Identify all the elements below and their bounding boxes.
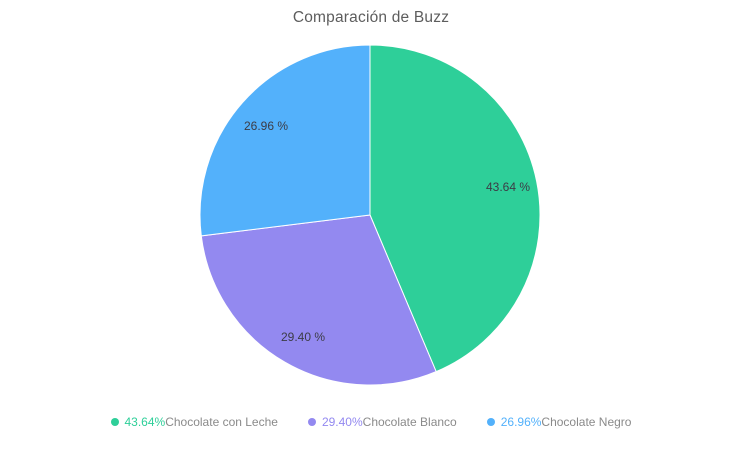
- legend-label: Chocolate con Leche: [165, 415, 278, 429]
- plot-area: sentione 43.64 %29.40 %26.96 %: [0, 38, 742, 398]
- pie-slice-label: 43.64 %: [486, 180, 530, 194]
- pie-slice-label: 26.96 %: [244, 119, 288, 133]
- pie-slice[interactable]: [369, 44, 541, 373]
- legend-label: Chocolate Blanco: [362, 415, 457, 429]
- pie-slice[interactable]: [199, 44, 371, 237]
- legend-item[interactable]: 26.96% Chocolate Negro: [486, 415, 632, 429]
- page-title: Comparación de Buzz: [292, 9, 450, 26]
- pie-labels-group: 43.64 % 29.40 % 26.96 %: [244, 119, 530, 344]
- legend-item[interactable]: 29.40% Chocolate Blanco: [307, 415, 457, 429]
- legend-percentage: 43.64%: [124, 415, 166, 429]
- legend-color-dot-icon: [486, 418, 495, 426]
- legend-item[interactable]: 43.64% Chocolate con Leche: [110, 415, 278, 429]
- pie-slice[interactable]: [200, 214, 437, 386]
- legend-label: Chocolate Negro: [541, 415, 632, 429]
- legend-percentage: 29.40%: [321, 415, 363, 429]
- pie-slices-group: [199, 44, 541, 386]
- legend-percentage: 26.96%: [500, 415, 542, 429]
- chart-legend: 43.64% Chocolate con Leche 29.40% Chocolate…: [0, 415, 742, 429]
- legend-color-dot-icon: [110, 418, 119, 426]
- legend-color-dot-icon: [307, 418, 316, 426]
- pie-svg: 43.64 % 29.40 % 26.96 %: [199, 44, 541, 386]
- pie-slice-label: 29.40 %: [281, 330, 325, 344]
